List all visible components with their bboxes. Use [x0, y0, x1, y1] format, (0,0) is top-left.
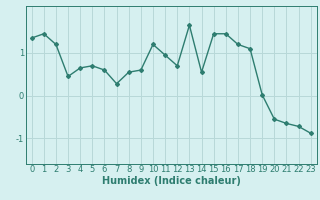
X-axis label: Humidex (Indice chaleur): Humidex (Indice chaleur) — [102, 176, 241, 186]
